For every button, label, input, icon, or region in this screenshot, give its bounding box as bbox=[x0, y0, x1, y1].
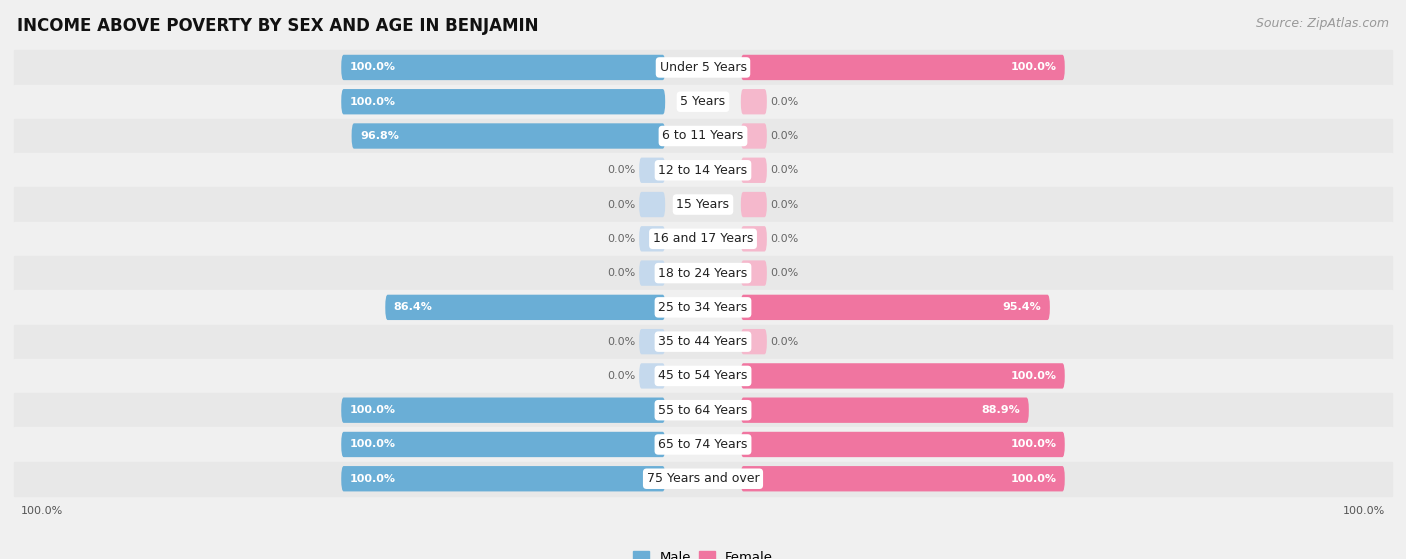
Text: INCOME ABOVE POVERTY BY SEX AND AGE IN BENJAMIN: INCOME ABOVE POVERTY BY SEX AND AGE IN B… bbox=[17, 17, 538, 35]
Text: 100.0%: 100.0% bbox=[350, 63, 395, 73]
Text: 0.0%: 0.0% bbox=[607, 234, 636, 244]
Text: 0.0%: 0.0% bbox=[770, 337, 799, 347]
Text: 45 to 54 Years: 45 to 54 Years bbox=[658, 369, 748, 382]
FancyBboxPatch shape bbox=[640, 226, 665, 252]
Legend: Male, Female: Male, Female bbox=[627, 546, 779, 559]
Bar bbox=[14, 359, 1392, 393]
FancyBboxPatch shape bbox=[741, 158, 766, 183]
Text: 0.0%: 0.0% bbox=[770, 200, 799, 210]
Text: 55 to 64 Years: 55 to 64 Years bbox=[658, 404, 748, 416]
FancyBboxPatch shape bbox=[342, 466, 665, 491]
Bar bbox=[14, 153, 1392, 187]
Text: 88.9%: 88.9% bbox=[981, 405, 1021, 415]
Text: 0.0%: 0.0% bbox=[770, 97, 799, 107]
FancyBboxPatch shape bbox=[741, 329, 766, 354]
FancyBboxPatch shape bbox=[640, 158, 665, 183]
Text: 15 Years: 15 Years bbox=[676, 198, 730, 211]
Bar bbox=[14, 427, 1392, 462]
Text: 12 to 14 Years: 12 to 14 Years bbox=[658, 164, 748, 177]
Text: 0.0%: 0.0% bbox=[607, 165, 636, 176]
Bar bbox=[14, 325, 1392, 359]
Text: 0.0%: 0.0% bbox=[770, 268, 799, 278]
FancyBboxPatch shape bbox=[342, 55, 665, 80]
FancyBboxPatch shape bbox=[741, 397, 1029, 423]
FancyBboxPatch shape bbox=[342, 89, 665, 115]
Text: 0.0%: 0.0% bbox=[770, 165, 799, 176]
Text: 100.0%: 100.0% bbox=[1343, 506, 1385, 517]
FancyBboxPatch shape bbox=[741, 55, 1064, 80]
Text: 0.0%: 0.0% bbox=[770, 131, 799, 141]
Text: 6 to 11 Years: 6 to 11 Years bbox=[662, 130, 744, 143]
Text: 100.0%: 100.0% bbox=[1011, 473, 1056, 484]
Text: 100.0%: 100.0% bbox=[350, 405, 395, 415]
FancyBboxPatch shape bbox=[342, 397, 665, 423]
Bar bbox=[14, 84, 1392, 119]
Bar bbox=[14, 119, 1392, 153]
Text: 35 to 44 Years: 35 to 44 Years bbox=[658, 335, 748, 348]
Bar bbox=[14, 462, 1392, 496]
Text: 16 and 17 Years: 16 and 17 Years bbox=[652, 233, 754, 245]
Text: 0.0%: 0.0% bbox=[607, 337, 636, 347]
FancyBboxPatch shape bbox=[385, 295, 665, 320]
Text: 86.4%: 86.4% bbox=[394, 302, 433, 312]
FancyBboxPatch shape bbox=[741, 295, 1050, 320]
Text: 100.0%: 100.0% bbox=[350, 97, 395, 107]
Text: 65 to 74 Years: 65 to 74 Years bbox=[658, 438, 748, 451]
Text: 100.0%: 100.0% bbox=[350, 473, 395, 484]
Bar bbox=[14, 256, 1392, 290]
Text: 100.0%: 100.0% bbox=[350, 439, 395, 449]
Bar bbox=[14, 50, 1392, 84]
FancyBboxPatch shape bbox=[741, 192, 766, 217]
Text: 96.8%: 96.8% bbox=[360, 131, 399, 141]
FancyBboxPatch shape bbox=[342, 432, 665, 457]
Text: 0.0%: 0.0% bbox=[607, 268, 636, 278]
Text: 100.0%: 100.0% bbox=[1011, 439, 1056, 449]
FancyBboxPatch shape bbox=[741, 363, 1064, 389]
Bar bbox=[14, 187, 1392, 222]
Text: 0.0%: 0.0% bbox=[607, 200, 636, 210]
Text: Under 5 Years: Under 5 Years bbox=[659, 61, 747, 74]
Text: 0.0%: 0.0% bbox=[770, 234, 799, 244]
FancyBboxPatch shape bbox=[640, 260, 665, 286]
Text: 18 to 24 Years: 18 to 24 Years bbox=[658, 267, 748, 280]
Text: 5 Years: 5 Years bbox=[681, 95, 725, 108]
Bar bbox=[14, 290, 1392, 325]
Text: 25 to 34 Years: 25 to 34 Years bbox=[658, 301, 748, 314]
Text: 100.0%: 100.0% bbox=[21, 506, 63, 517]
Text: 75 Years and over: 75 Years and over bbox=[647, 472, 759, 485]
FancyBboxPatch shape bbox=[741, 124, 766, 149]
FancyBboxPatch shape bbox=[741, 466, 1064, 491]
Text: 0.0%: 0.0% bbox=[607, 371, 636, 381]
FancyBboxPatch shape bbox=[352, 124, 665, 149]
Text: 100.0%: 100.0% bbox=[1011, 371, 1056, 381]
FancyBboxPatch shape bbox=[741, 226, 766, 252]
FancyBboxPatch shape bbox=[741, 89, 766, 115]
Text: Source: ZipAtlas.com: Source: ZipAtlas.com bbox=[1256, 17, 1389, 30]
FancyBboxPatch shape bbox=[741, 260, 766, 286]
FancyBboxPatch shape bbox=[741, 432, 1064, 457]
Text: 100.0%: 100.0% bbox=[1011, 63, 1056, 73]
Text: 95.4%: 95.4% bbox=[1002, 302, 1042, 312]
FancyBboxPatch shape bbox=[640, 192, 665, 217]
FancyBboxPatch shape bbox=[640, 329, 665, 354]
Bar bbox=[14, 222, 1392, 256]
Bar bbox=[14, 393, 1392, 427]
FancyBboxPatch shape bbox=[640, 363, 665, 389]
